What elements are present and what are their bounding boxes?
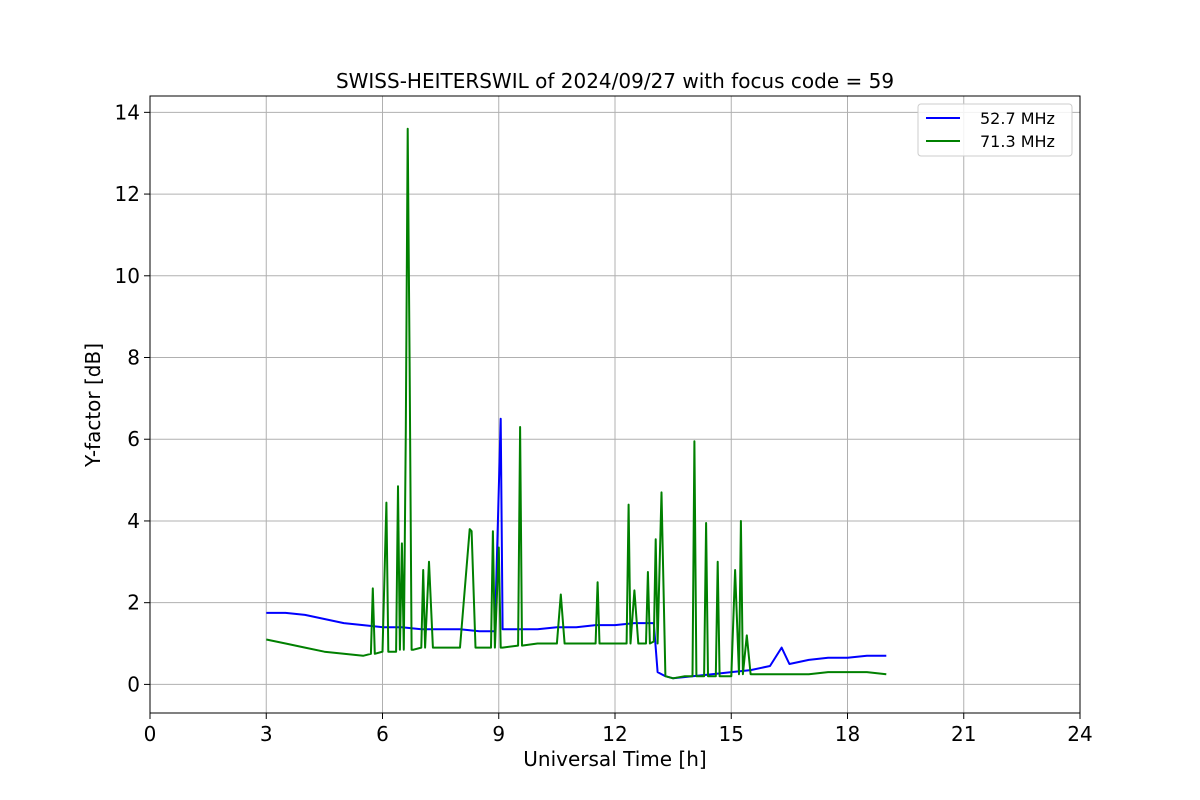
x-tick-label: 9 — [492, 722, 505, 746]
y-tick-label: 0 — [127, 672, 140, 696]
plot-area — [266, 127, 887, 680]
series-line-1 — [266, 127, 887, 680]
x-axis-label: Universal Time [h] — [523, 747, 706, 771]
legend-entry: 52.7 MHz — [980, 109, 1055, 128]
y-tick-label: 10 — [115, 264, 140, 288]
chart-title: SWISS-HEITERSWIL of 2024/09/27 with focu… — [336, 69, 894, 93]
legend-entry: 71.3 MHz — [980, 132, 1055, 151]
legend: 52.7 MHz 71.3 MHz — [917, 103, 1073, 157]
y-tick-label: 4 — [127, 509, 140, 533]
x-tick-label: 3 — [260, 722, 273, 746]
y-tick-label: 14 — [115, 100, 140, 124]
x-tick-label: 15 — [719, 722, 744, 746]
x-tick-label: 24 — [1067, 722, 1092, 746]
y-tick-label: 6 — [127, 427, 140, 451]
y-tick-label: 12 — [115, 182, 140, 206]
x-tick-label: 21 — [951, 722, 976, 746]
x-tick-label: 0 — [144, 722, 157, 746]
y-axis: 0 2 4 6 8 10 12 14 — [115, 100, 150, 696]
y-axis-label: Y-factor [dB] — [81, 343, 105, 468]
x-tick-label: 12 — [602, 722, 627, 746]
y-tick-label: 8 — [127, 346, 140, 370]
x-axis: 0 3 6 9 12 15 18 21 24 — [144, 713, 1093, 746]
x-tick-label: 18 — [835, 722, 860, 746]
y-tick-label: 2 — [127, 591, 140, 615]
x-tick-label: 6 — [376, 722, 389, 746]
